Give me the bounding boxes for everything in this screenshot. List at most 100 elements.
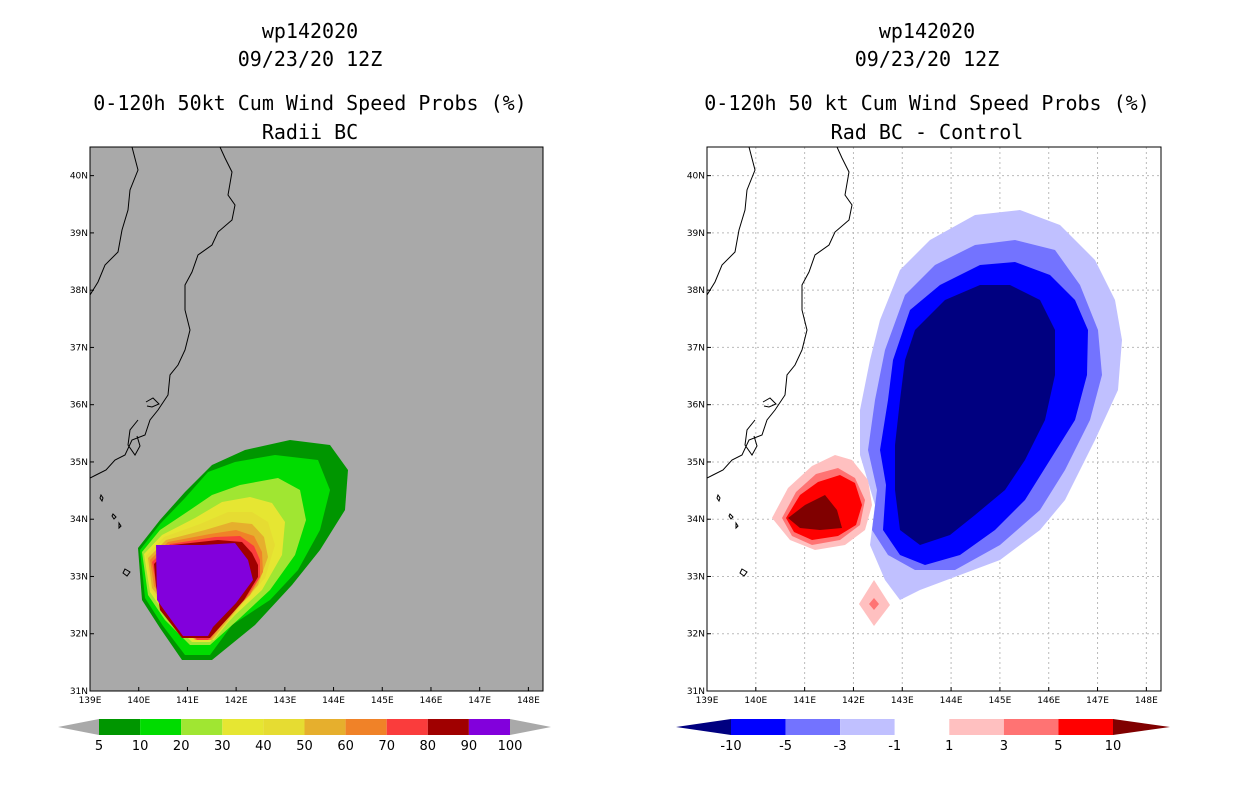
x-tick-label: 143E [891, 696, 914, 706]
colorbar-swatch [1003, 719, 1059, 735]
y-tick-label: 33N [70, 572, 88, 582]
y-tick-label: 34N [70, 515, 88, 525]
colorbar-swatch [840, 719, 895, 735]
y-tick-label: 39N [70, 229, 88, 239]
left-title-subtitle: Radii BC [261, 120, 359, 144]
x-tick-label: 146E [1037, 696, 1060, 706]
right-title-storm-id: wp142020 [878, 19, 976, 43]
right-coastline [707, 147, 853, 577]
x-tick-label: 148E [1135, 696, 1158, 706]
colorbar-swatch [263, 719, 305, 735]
right-coastline-inlet [762, 397, 777, 408]
y-tick-label: 37N [70, 343, 88, 353]
colorbar-label: 5 [1054, 739, 1062, 754]
x-tick-label: 147E [1086, 696, 1109, 706]
colorbar-swatch [894, 719, 950, 735]
x-tick-label: 143E [273, 696, 296, 706]
y-tick-label: 35N [687, 458, 705, 468]
right-title-product: 0-120h 50 kt Cum Wind Speed Probs (%) [704, 91, 1150, 115]
right-contour-pos-3-south [869, 598, 879, 610]
left-colorbar: 5 10 20 30 40 50 60 70 80 90 100 [58, 719, 551, 754]
left-coastline-sanriku [90, 147, 236, 479]
right-y-axis: 31N 32N 33N 34N 35N 36N 37N 38N 39N 40N [687, 172, 711, 697]
colorbar-label: 20 [173, 739, 190, 754]
right-island-1 [716, 493, 721, 503]
left-colorbar-over-triangle [510, 719, 551, 735]
colorbar-swatch [222, 719, 264, 735]
colorbar-label: 10 [1105, 739, 1122, 754]
colorbar-label: -1 [888, 739, 901, 754]
right-island-2 [728, 513, 734, 520]
right-coastline-honshu [707, 147, 756, 296]
colorbar-label: -10 [720, 739, 741, 754]
left-y-axis: 31N 32N 33N 34N 35N 36N 37N 38N 39N 40N [70, 172, 94, 697]
right-island-3 [735, 521, 739, 530]
x-tick-label: 142E [842, 696, 865, 706]
right-x-axis: 139E 140E 141E 142E 143E 144E 145E 146E 147E 148E [696, 687, 1158, 706]
y-tick-label: 36N [687, 401, 705, 411]
colorbar-label: 80 [420, 739, 437, 754]
left-coastline-honshu [90, 147, 139, 296]
left-probability-contours [138, 440, 348, 660]
right-island-4 [739, 568, 748, 577]
colorbar-label: 60 [337, 739, 354, 754]
x-tick-label: 146E [420, 696, 443, 706]
y-tick-label: 38N [70, 286, 88, 296]
left-island-1 [99, 493, 104, 503]
x-tick-label: 140E [744, 696, 767, 706]
right-difference-contours [772, 210, 1122, 626]
left-coastline [90, 147, 236, 577]
left-island-3 [118, 521, 122, 530]
right-coastline-boso [744, 419, 758, 456]
y-tick-label: 32N [687, 630, 705, 640]
x-tick-label: 145E [988, 696, 1011, 706]
y-tick-label: 37N [687, 343, 705, 353]
left-coastline-inlet [145, 397, 160, 408]
x-tick-label: 144E [940, 696, 963, 706]
x-tick-label: 142E [225, 696, 248, 706]
colorbar-label: 3 [1000, 739, 1008, 754]
colorbar-swatch [304, 719, 346, 735]
y-tick-label: 32N [70, 630, 88, 640]
colorbar-label: 50 [296, 739, 313, 754]
x-tick-label: 139E [696, 696, 719, 706]
right-title-subtitle: Rad BC - Control [830, 120, 1024, 144]
colorbar-label: 70 [378, 739, 395, 754]
y-tick-label: 34N [687, 515, 705, 525]
y-tick-label: 31N [70, 687, 88, 697]
colorbar-label: 100 [498, 739, 523, 754]
right-colorbar-over-triangle [1113, 719, 1170, 735]
colorbar-label: -5 [779, 739, 792, 754]
x-tick-label: 141E [176, 696, 199, 706]
right-map-frame [706, 146, 1162, 692]
left-map-frame [89, 146, 544, 692]
y-tick-label: 39N [687, 229, 705, 239]
colorbar-label: 5 [95, 739, 103, 754]
y-tick-label: 35N [70, 458, 88, 468]
left-colorbar-under-triangle [58, 719, 99, 735]
left-map-panel: 139E 140E 141E 142E 143E 144E 145E 146E 147E 148E… [70, 146, 544, 706]
left-title-storm-id: wp142020 [261, 19, 359, 43]
colorbar-swatch [731, 719, 786, 735]
y-tick-label: 38N [687, 286, 705, 296]
right-coastline-sanriku [707, 147, 853, 479]
colorbar-label: 30 [214, 739, 231, 754]
colorbar-label: 40 [255, 739, 272, 754]
right-title-datetime: 09/23/20 12Z [854, 47, 1000, 71]
colorbar-swatch [99, 719, 141, 735]
left-title-product: 0-120h 50kt Cum Wind Speed Probs (%) [93, 91, 527, 115]
left-island-4 [122, 568, 131, 577]
colorbar-swatch [468, 719, 510, 735]
right-colorbar: -10 -5 -3 -1 1 3 5 10 [676, 719, 1170, 754]
colorbar-label: 1 [945, 739, 953, 754]
x-tick-label: 148E [517, 696, 540, 706]
colorbar-swatch [181, 719, 223, 735]
colorbar-swatch [345, 719, 387, 735]
colorbar-swatch [427, 719, 469, 735]
x-tick-label: 147E [468, 696, 491, 706]
colorbar-swatch [140, 719, 182, 735]
colorbar-swatch [785, 719, 841, 735]
x-tick-label: 145E [371, 696, 394, 706]
left-title-datetime: 09/23/20 12Z [237, 47, 383, 71]
y-tick-label: 33N [687, 572, 705, 582]
